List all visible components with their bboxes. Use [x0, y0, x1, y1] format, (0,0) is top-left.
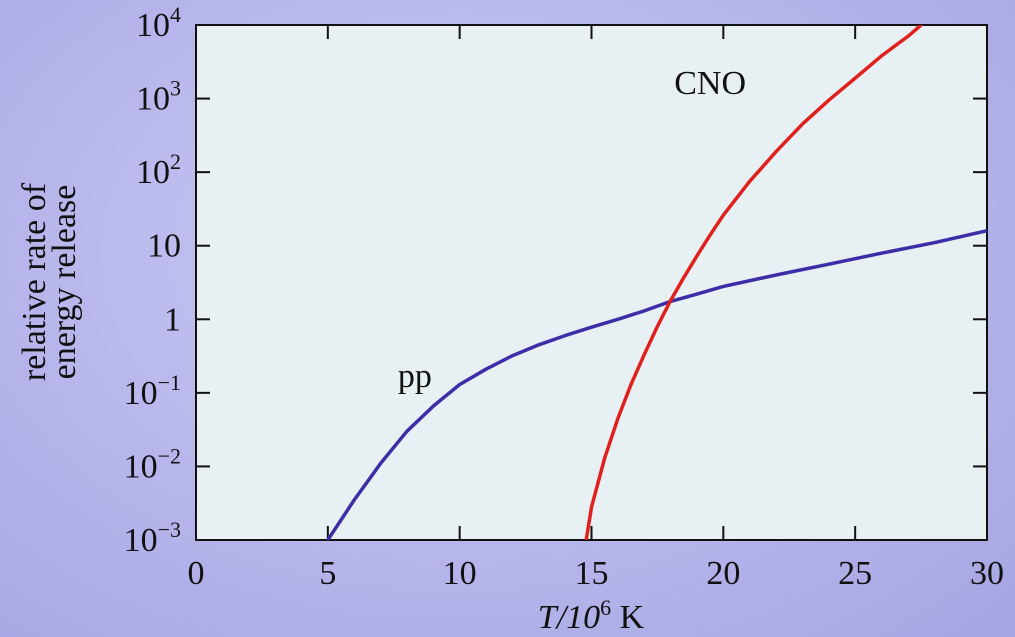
y-tick-label: 104	[136, 2, 181, 44]
x-tick-label: 15	[575, 555, 609, 592]
x-tick-label: 25	[838, 555, 872, 592]
x-tick-label: 0	[188, 555, 205, 592]
tick-marks	[195, 24, 988, 541]
series-label-cno: CNO	[674, 65, 746, 102]
y-axis-title-line2: energy release	[46, 185, 83, 380]
x-tick-label: 5	[319, 555, 336, 592]
y-axis-title-line1: relative rate of	[16, 182, 53, 381]
series-label-pp: pp	[398, 358, 432, 395]
series-group	[326, 25, 987, 540]
x-tick-labels: 0 5 10 15 20 25 30	[188, 555, 1005, 592]
x-axis-title-exponent: 6	[600, 595, 611, 620]
y-tick-label: 10−2	[124, 443, 181, 485]
x-tick-label: 10	[443, 555, 477, 592]
series-line-cno	[584, 25, 923, 540]
y-tick-labels: 10−3 10−2 10−1 1 10 102 103 104	[124, 2, 181, 559]
series-annotations: pp CNO	[398, 65, 746, 395]
y-tick-label: 10−1	[124, 370, 181, 412]
x-tick-label: 20	[706, 555, 740, 592]
y-tick-label: 10	[147, 228, 181, 265]
y-tick-label: 103	[136, 76, 181, 118]
x-axis-title-text: T/10	[538, 599, 600, 636]
y-tick-label: 1	[164, 301, 181, 338]
y-tick-label: 102	[136, 149, 181, 191]
plot-area	[195, 24, 988, 541]
x-tick-label: 30	[970, 555, 1004, 592]
x-axis-title-unit: K	[611, 599, 645, 636]
y-tick-label: 10−3	[124, 517, 181, 559]
x-axis-title: T/106 K	[538, 595, 645, 636]
y-axis-title: relative rate of energy release	[16, 182, 83, 381]
series-line-pp	[326, 228, 987, 540]
